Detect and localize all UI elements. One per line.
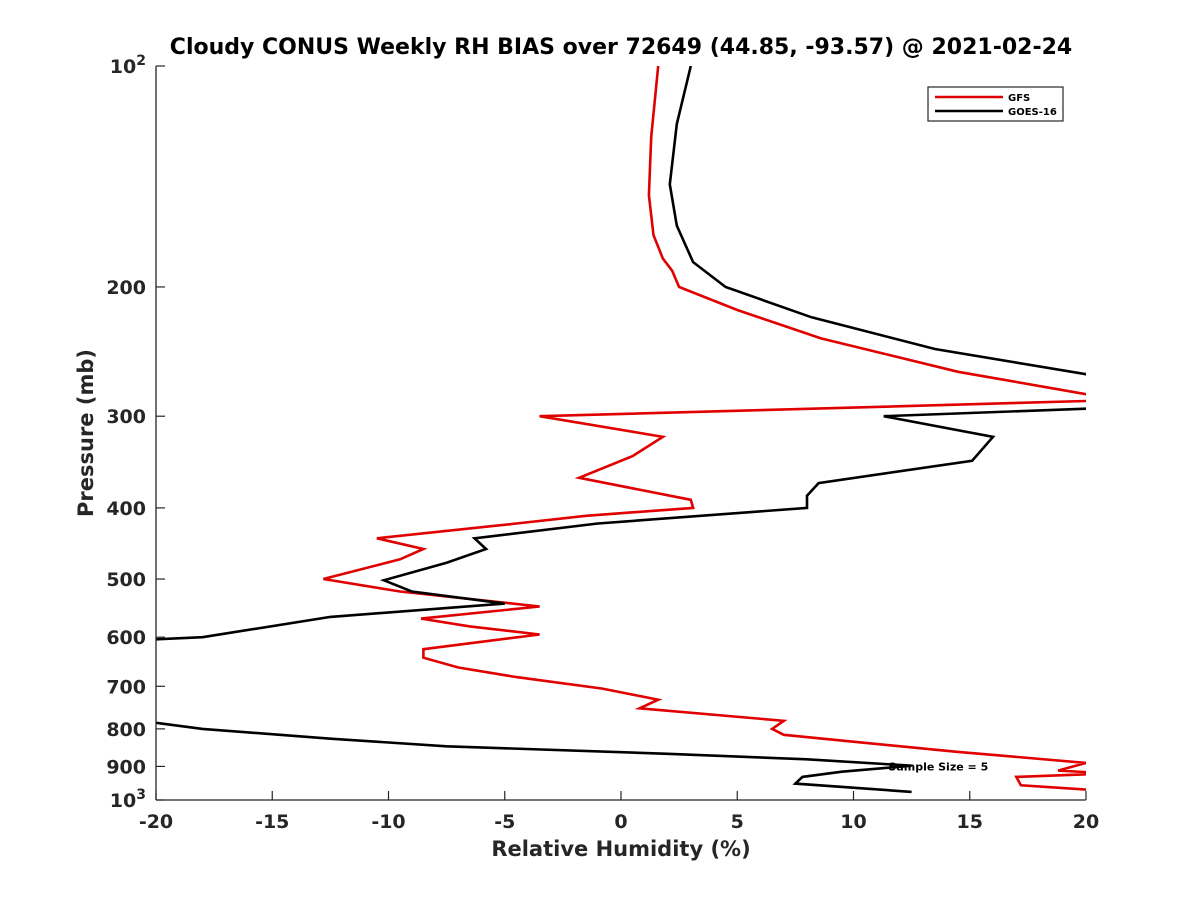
y-axis-label: Pressure (mb) <box>74 349 98 517</box>
x-tick-label: -20 <box>139 811 173 833</box>
y-tick-label: 500 <box>106 569 146 591</box>
legend-label: GFS <box>1008 93 1030 104</box>
legend-label: GOES-16 <box>1008 107 1057 118</box>
series-layer <box>156 66 1086 794</box>
y-tick-label: 800 <box>106 719 146 741</box>
y-tick-label: 600 <box>106 627 146 649</box>
series-line-goes-16 <box>156 66 1086 794</box>
chart-title: Cloudy CONUS Weekly RH BIAS over 72649 (… <box>170 35 1072 60</box>
y-tick-label: 200 <box>106 277 146 299</box>
sample-size-annotation: Sample Size = 5 <box>888 760 988 773</box>
x-tick-label: 10 <box>840 811 866 833</box>
y-tick-label: 102 <box>110 53 146 78</box>
y-ticks: 102 200 300 400 500 600 700 800 900 103 <box>106 53 165 812</box>
y-tick-label: 400 <box>106 498 146 520</box>
legend-box <box>927 86 1064 122</box>
x-tick-label: 5 <box>731 811 744 833</box>
y-tick-label: 103 <box>110 787 146 812</box>
y-tick-label: 700 <box>106 676 146 698</box>
plot-area <box>156 66 1086 800</box>
legend: GFS GOES-16 <box>927 86 1064 122</box>
x-tick-label: -10 <box>371 811 405 833</box>
x-ticks: -20 -15 -10 -5 0 5 10 15 20 <box>139 791 1099 833</box>
y-tick-label: 300 <box>106 406 146 428</box>
x-tick-label: -15 <box>255 811 289 833</box>
x-tick-label: 20 <box>1073 811 1099 833</box>
x-axis-label: Relative Humidity (%) <box>491 837 750 861</box>
y-tick-label: 900 <box>106 756 146 778</box>
x-tick-label: 15 <box>957 811 983 833</box>
x-tick-label: 0 <box>614 811 627 833</box>
series-line-gfs <box>323 66 1086 791</box>
x-tick-label: -5 <box>494 811 515 833</box>
